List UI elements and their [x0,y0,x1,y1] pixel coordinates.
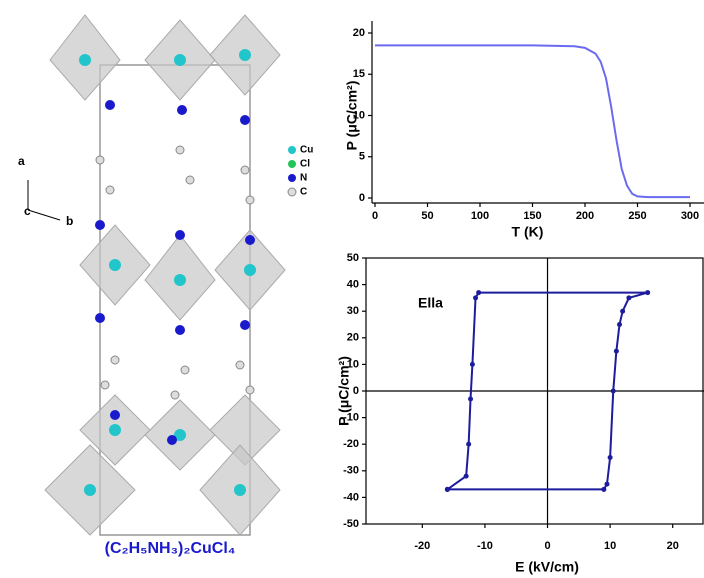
y-axis-label: P (μC/cm²) [336,356,352,426]
y-axis-label: P (μC/cm²) [344,81,360,151]
data-point [445,487,450,492]
y-tick-label: -20 [343,438,359,450]
y-tick-label: 20 [347,332,359,344]
y-tick-label: 30 [347,305,359,317]
x-axis-label: E (kV/cm) [515,559,579,575]
crystal-structure: a c b Cu Cl N C (C₂H₅NH₃)₂CuCl₄ [18,15,313,557]
axis-label: c [24,204,31,218]
data-point [645,290,650,295]
axis-b [28,210,60,220]
axis-label: a [18,154,25,168]
data-point [614,349,619,354]
y-tick-label: 5 [359,151,365,163]
data-point [626,295,631,300]
formula: (C₂H₅NH₃)₂CuCl₄ [105,540,236,557]
data-point [470,362,475,367]
legend-swatch [288,174,296,182]
data-point [468,396,473,401]
y-tick-label: 0 [359,192,365,204]
data-point [473,295,478,300]
data-point [611,389,616,394]
y-tick-label: -50 [343,518,359,530]
y-tick-label: 15 [353,68,365,80]
y-tick-label: 20 [353,27,365,39]
legend-label: Cu [300,145,313,156]
x-tick-label: -20 [414,540,430,552]
legend-swatch [288,188,296,196]
y-tick-label: 50 [347,252,359,264]
x-tick-label: 150 [523,210,541,222]
y-tick-label: -30 [343,465,359,477]
data-point [466,442,471,447]
data-point [608,455,613,460]
axis-label: b [66,214,73,228]
y-tick-label: 40 [347,279,359,291]
data-point [604,482,609,487]
x-tick-label: 0 [544,540,550,552]
legend-swatch [288,146,296,154]
legend-label: C [300,187,307,198]
data-line [375,45,690,197]
x-tick-label: 20 [667,540,679,552]
y-tick-label: 0 [353,385,359,397]
x-tick-label: -10 [477,540,493,552]
figure: a c b Cu Cl N C (C₂H₅NH₃)₂CuCl₄ 0 5 10 15 20… [0,0,704,578]
x-tick-label: 0 [372,210,378,222]
data-point [601,487,606,492]
data-point [464,474,469,479]
x-axis-label: T (K) [512,224,544,240]
annotation: Ella [418,295,443,311]
x-tick-label: 250 [628,210,646,222]
x-tick-label: 300 [681,210,699,222]
x-tick-label: 200 [576,210,594,222]
x-tick-label: 10 [604,540,616,552]
data-point [620,309,625,314]
data-point [476,290,481,295]
legend-label: N [300,173,307,184]
data-point [617,322,622,327]
legend-swatch [288,160,296,168]
y-tick-label: -40 [343,491,359,503]
legend-label: Cl [300,159,310,170]
x-tick-label: 50 [421,210,433,222]
x-tick-label: 100 [471,210,489,222]
